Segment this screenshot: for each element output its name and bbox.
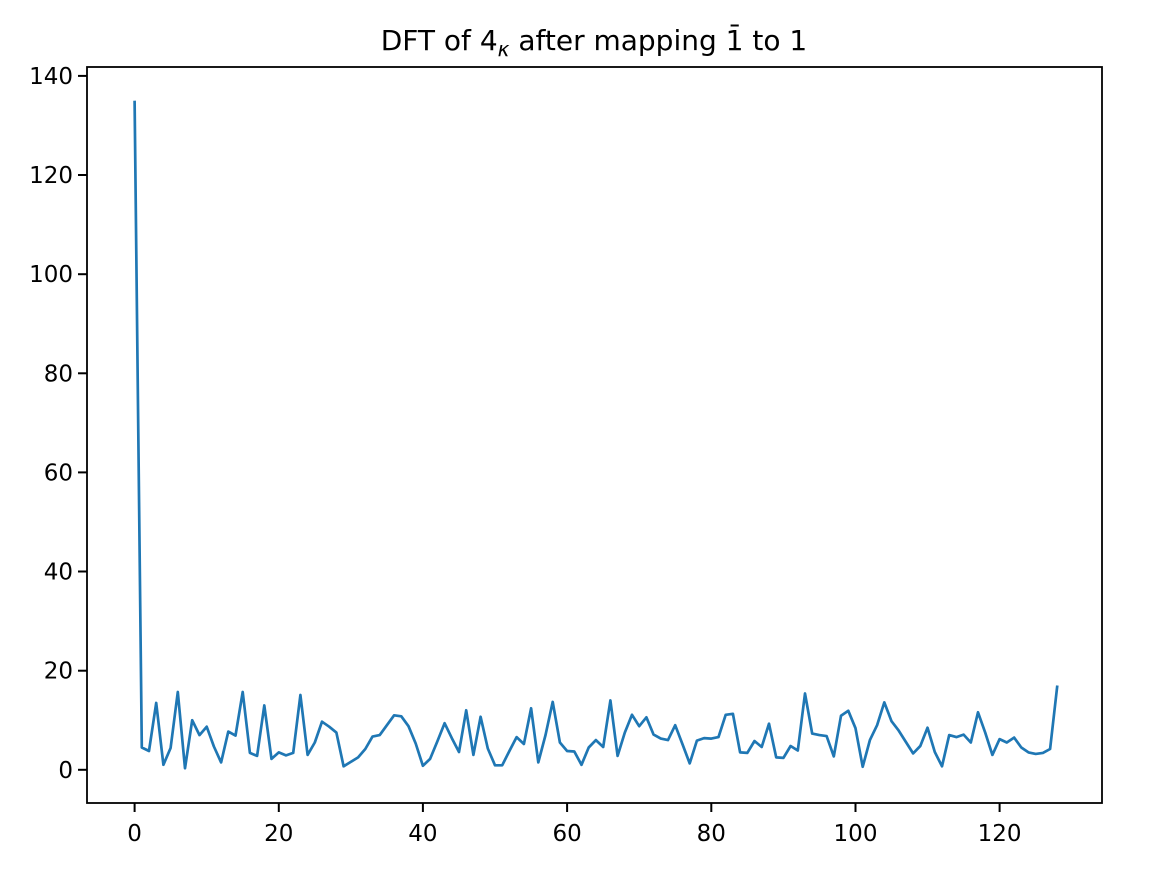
y-tick-label: 60 <box>44 460 73 486</box>
x-axis: 0 20 40 60 80 100 120 <box>127 803 1022 847</box>
x-tick-label: 120 <box>978 821 1022 847</box>
title-one-overbar: 1̄ <box>726 23 744 57</box>
y-tick-label: 140 <box>29 64 73 90</box>
x-tick-label: 100 <box>834 821 878 847</box>
y-tick-label: 40 <box>44 560 73 586</box>
x-tick-label: 0 <box>127 821 142 847</box>
dft-line <box>133 100 1059 770</box>
chart-title: DFT of 4κ after mapping 1̄ to 1 <box>381 23 807 61</box>
x-tick-label: 80 <box>697 821 726 847</box>
y-tick-label: 80 <box>44 361 73 387</box>
y-tick-label: 120 <box>29 163 73 189</box>
y-tick-label: 20 <box>44 659 73 685</box>
axes-spines <box>86 66 1103 804</box>
x-tick-label: 40 <box>408 821 437 847</box>
x-tick-label: 60 <box>552 821 581 847</box>
title-subscript-kappa: κ <box>498 37 510 61</box>
y-tick-label: 100 <box>29 262 73 288</box>
y-axis: 0 20 40 60 80 100 120 140 <box>29 64 87 784</box>
y-tick-label: 0 <box>58 758 73 784</box>
x-tick-label: 20 <box>264 821 293 847</box>
